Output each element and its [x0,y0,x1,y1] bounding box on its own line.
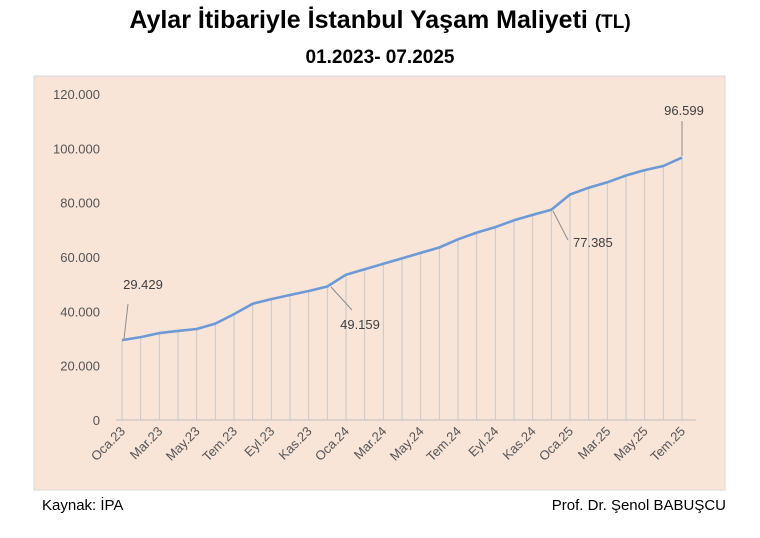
data-label: 96.599 [664,103,704,118]
annotation-leader [123,303,129,340]
y-axis: 0 20.000 40.000 60.000 80.000 100.000 120.000 [53,87,696,428]
annotation-leader [330,286,353,311]
chart-title-unit: (TL) [594,12,631,33]
y-tick-label: 80.000 [60,196,100,211]
chart-title: Aylar İtibariyle İstanbul Yaşam Maliyeti… [0,6,760,35]
y-tick-label: 0 [93,413,100,428]
y-tick-label: 40.000 [60,304,100,319]
drop-lines [121,157,683,420]
author-note: Prof. Dr. Şenol BABUŞCU [551,497,726,514]
annotations: 29.429 49.159 77.385 96.599 [123,103,704,340]
y-tick-label: 20.000 [60,359,100,374]
data-label: 49.159 [340,317,380,332]
y-tick-label: 60.000 [60,250,100,265]
chart-title-text: Aylar İtibariyle İstanbul Yaşam Maliyeti [129,6,588,34]
y-tick-label: 100.000 [53,141,100,156]
data-label: 29.429 [123,277,163,292]
y-tick-label: 120.000 [53,87,100,102]
series-group [121,156,683,342]
chart-subtitle: 01.2023- 07.2025 [305,47,455,68]
source-note: Kaynak: İPA [42,497,124,514]
plot-background [33,75,726,491]
data-label: 77.385 [573,235,613,250]
annotation-leader [552,210,569,241]
